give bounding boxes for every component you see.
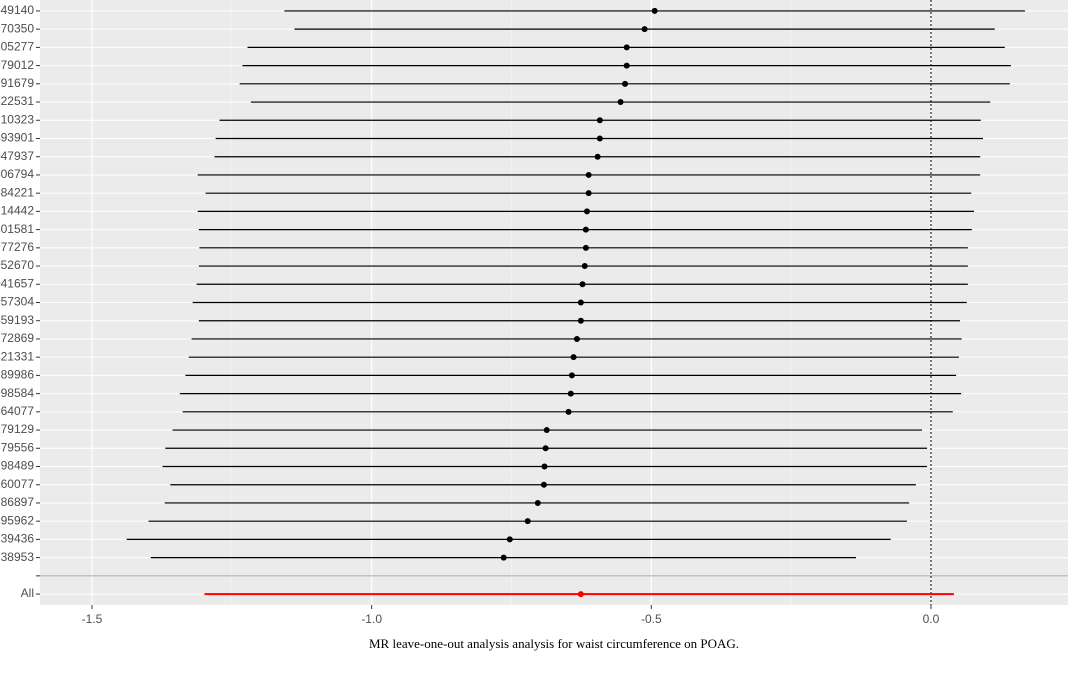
point-estimate <box>534 499 541 506</box>
y-tick-label: rs16957304 <box>0 295 34 309</box>
point-estimate <box>540 481 547 488</box>
x-tick-label: -0.5 <box>641 612 662 626</box>
point-estimate <box>577 299 584 306</box>
y-tick-label: rs395962 <box>0 513 34 527</box>
y-tick-label: rs13210323 <box>0 112 34 126</box>
point-estimate <box>582 244 589 251</box>
x-tick-label: -1.0 <box>361 612 382 626</box>
point-estimate <box>623 44 630 51</box>
point-estimate <box>573 335 580 342</box>
y-tick-label: rs10041657 <box>0 276 34 290</box>
point-estimate <box>594 153 601 160</box>
y-tick-label: rs12493901 <box>0 131 34 145</box>
point-estimate <box>541 463 548 470</box>
y-tick-label: rs822531 <box>0 94 34 108</box>
point-estimate <box>524 518 531 525</box>
y-tick-label: rs2047937 <box>0 149 34 163</box>
y-tick-label: rs9977276 <box>0 240 34 254</box>
point-estimate <box>579 281 586 288</box>
y-tick-label: All <box>21 586 34 600</box>
y-tick-label: rs806794 <box>0 167 34 181</box>
y-tick-label: rs7801581 <box>0 222 34 236</box>
point-estimate <box>617 99 624 106</box>
y-tick-label: rs272869 <box>0 331 34 345</box>
point-estimate <box>585 171 592 178</box>
point-estimate <box>568 372 575 379</box>
point-estimate <box>565 408 572 415</box>
point-estimate <box>596 135 603 142</box>
y-tick-label: rs9864077 <box>0 404 34 418</box>
y-tick-label: rs7970350 <box>0 21 34 35</box>
y-tick-label: rs7621331 <box>0 349 34 363</box>
point-estimate <box>651 7 658 14</box>
x-tick-label: 0.0 <box>923 612 940 626</box>
point-estimate <box>596 117 603 124</box>
y-tick-label: rs2160077 <box>0 477 34 491</box>
point-estimate <box>577 591 584 598</box>
point-estimate <box>506 536 513 543</box>
point-estimate <box>500 554 507 561</box>
y-tick-label: rs998584 <box>0 386 34 400</box>
point-estimate <box>583 208 590 215</box>
point-estimate <box>582 226 589 233</box>
y-tick-label: rs2179129 <box>0 422 34 436</box>
point-estimate <box>577 317 584 324</box>
point-estimate <box>543 427 550 434</box>
x-tick-label: -1.5 <box>82 612 103 626</box>
y-tick-label: rs459193 <box>0 313 34 327</box>
y-tick-label: rs2214442 <box>0 204 34 218</box>
x-axis-title: MR leave-one-out analysis analysis for w… <box>369 636 739 651</box>
y-tick-label: rs7684221 <box>0 185 34 199</box>
point-estimate <box>567 390 574 397</box>
point-estimate <box>622 80 629 87</box>
point-estimate <box>570 354 577 361</box>
point-estimate <box>641 26 648 33</box>
y-tick-label: rs2638953 <box>0 550 34 564</box>
y-tick-label: rs11205277 <box>0 40 34 54</box>
point-estimate <box>585 190 592 197</box>
y-tick-label: rs849140 <box>0 3 34 17</box>
y-tick-label: rs798489 <box>0 459 34 473</box>
y-tick-label: rs2052670 <box>0 258 34 272</box>
point-estimate <box>623 62 630 69</box>
y-tick-label: rs12679556 <box>0 440 34 454</box>
y-tick-label: rs9389986 <box>0 368 34 382</box>
point-estimate <box>581 263 588 270</box>
y-tick-label: rs3786897 <box>0 495 34 509</box>
point-estimate <box>542 445 549 452</box>
y-tick-label: rs4239436 <box>0 532 34 546</box>
y-tick-label: rs3791679 <box>0 76 34 90</box>
y-tick-label: rs979012 <box>0 58 34 72</box>
